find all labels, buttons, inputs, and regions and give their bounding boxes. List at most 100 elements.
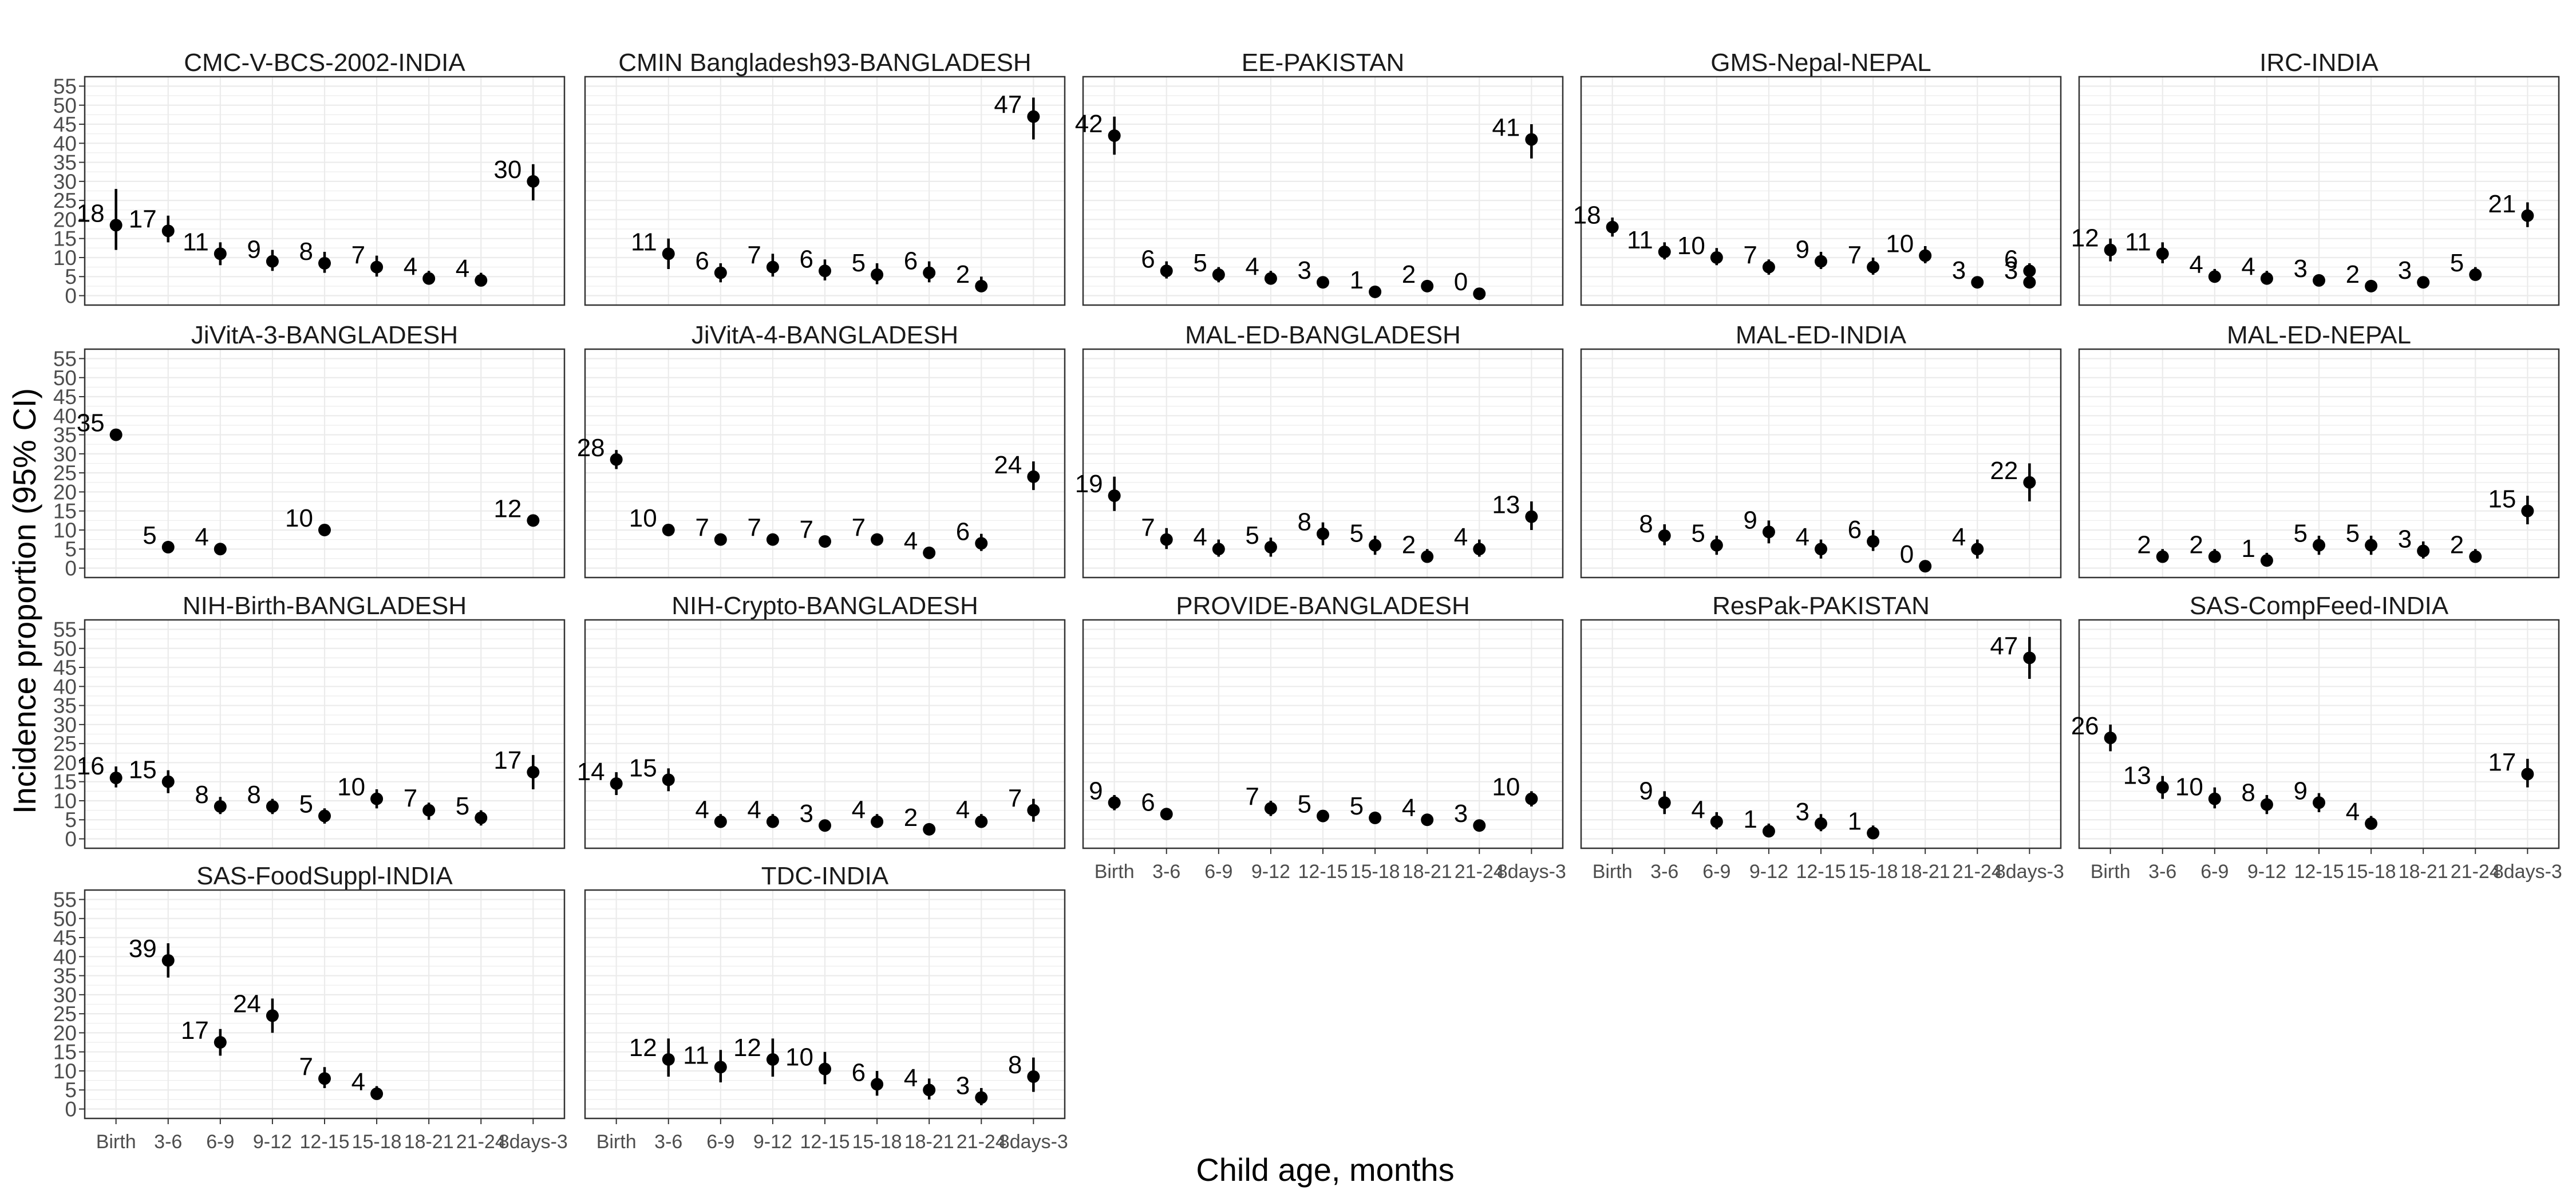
data-label: 3 bbox=[1454, 800, 1468, 828]
y-tick-label: 20 bbox=[53, 208, 77, 231]
data-point bbox=[1160, 533, 1173, 546]
facet-title: PROVIDE-BANGLADESH bbox=[1176, 592, 1469, 620]
facet-title: CMIN Bangladesh93-BANGLADESH bbox=[618, 49, 1031, 77]
data-point bbox=[1473, 543, 1486, 556]
data-point bbox=[1762, 260, 1775, 274]
data-point bbox=[1762, 525, 1775, 539]
facet-title: NIH-Birth-BANGLADESH bbox=[183, 592, 467, 620]
data-point bbox=[2469, 550, 2482, 563]
data-point bbox=[161, 775, 175, 788]
facet-title: MAL-ED-INDIA bbox=[1736, 321, 1907, 349]
y-tick-label: 10 bbox=[53, 519, 77, 542]
data-point bbox=[871, 268, 884, 281]
data-point bbox=[2023, 651, 2036, 665]
data-point bbox=[871, 815, 884, 828]
x-tick-label: 21-24 bbox=[1455, 861, 1504, 883]
x-tick-label: Birth bbox=[96, 1131, 136, 1153]
data-label: 5 bbox=[1350, 520, 1364, 548]
data-label: 4 bbox=[1952, 523, 1966, 551]
data-label: 7 bbox=[695, 514, 709, 542]
panel-border bbox=[2078, 76, 2560, 306]
x-tick-label: 8days-3 bbox=[1497, 861, 1566, 883]
data-label: 24 bbox=[994, 451, 1022, 479]
data-point bbox=[1027, 1070, 1040, 1083]
data-point bbox=[975, 1091, 988, 1104]
data-label: 9 bbox=[1743, 506, 1757, 534]
facet-panel: SAS-CompFeed-INDIA Birth 3-6 6-9 9-12 12-15 15… bbox=[2071, 592, 2562, 883]
data-label: 3 bbox=[1796, 798, 1809, 826]
data-point bbox=[923, 266, 936, 279]
x-tick-label: 3-6 bbox=[654, 1131, 682, 1153]
data-label: 6 bbox=[956, 517, 970, 545]
data-label: 3 bbox=[2294, 255, 2308, 283]
data-label: 4 bbox=[1691, 796, 1705, 824]
y-tick-label: 0 bbox=[65, 828, 77, 851]
data-label: 4 bbox=[904, 527, 918, 555]
y-tick-label: 50 bbox=[53, 907, 77, 931]
data-point bbox=[2023, 276, 2036, 289]
data-label: 15 bbox=[2488, 485, 2516, 513]
data-label: 4 bbox=[2241, 253, 2255, 281]
data-point bbox=[266, 255, 279, 268]
data-label: 22 bbox=[1990, 457, 2018, 485]
facet-title: GMS-Nepal-NEPAL bbox=[1710, 49, 1931, 77]
data-label: 4 bbox=[2346, 798, 2360, 826]
data-label: 8 bbox=[1298, 508, 1311, 536]
data-label: 4 bbox=[904, 1064, 918, 1092]
y-tick-label: 55 bbox=[53, 618, 77, 641]
data-label: 18 bbox=[1573, 201, 1601, 230]
data-label: 7 bbox=[1743, 242, 1757, 270]
facet-title: CMC-V-BCS-2002-INDIA bbox=[184, 49, 465, 77]
data-point bbox=[318, 1072, 331, 1085]
data-point bbox=[422, 272, 436, 285]
data-label: 9 bbox=[247, 236, 260, 264]
data-label: 7 bbox=[747, 242, 761, 270]
data-label: 6 bbox=[2004, 245, 2018, 273]
data-label: 3 bbox=[956, 1072, 970, 1100]
data-label: 10 bbox=[629, 504, 657, 532]
panel-border bbox=[1580, 76, 2062, 306]
data-point bbox=[1815, 255, 1827, 268]
data-label: 4 bbox=[695, 796, 709, 824]
x-tick-label: 3-6 bbox=[2148, 861, 2176, 883]
y-tick-label: 15 bbox=[53, 770, 77, 794]
data-point bbox=[923, 1084, 936, 1097]
x-tick-label: 8days-3 bbox=[499, 1131, 568, 1153]
facet-panel: SAS-FoodSuppl-INDIA 051015202530354045505… bbox=[53, 862, 568, 1153]
data-point bbox=[1421, 813, 1434, 827]
data-label: 2 bbox=[2137, 531, 2151, 559]
facet-panel: CMC-V-BCS-2002-INDIA05101520253035404550… bbox=[53, 49, 566, 308]
data-label: 6 bbox=[1848, 516, 1862, 544]
data-label: 6 bbox=[852, 1058, 866, 1086]
data-point bbox=[714, 533, 727, 546]
y-tick-label: 35 bbox=[53, 694, 77, 718]
data-point bbox=[1867, 260, 1880, 274]
data-point bbox=[214, 800, 227, 813]
panel-border bbox=[584, 348, 1066, 579]
data-point bbox=[662, 523, 675, 536]
data-label: 12 bbox=[2071, 224, 2099, 252]
facet-panel: TDC-INDIA Birth 3-6 6-9 9-12 12-15 15-18 18-21 2… bbox=[584, 862, 1068, 1153]
panel-border bbox=[584, 619, 1066, 849]
y-tick-label: 25 bbox=[53, 189, 77, 212]
facet-title: SAS-CompFeed-INDIA bbox=[2190, 592, 2449, 620]
data-point bbox=[1369, 285, 1382, 298]
data-label: 10 bbox=[285, 504, 313, 532]
data-label: 4 bbox=[351, 1068, 365, 1096]
data-label: 10 bbox=[785, 1043, 813, 1071]
x-tick-label: 3-6 bbox=[1650, 861, 1678, 883]
data-point bbox=[475, 811, 488, 824]
data-point bbox=[1027, 470, 1040, 483]
data-label: 24 bbox=[233, 990, 261, 1018]
data-point bbox=[527, 514, 540, 527]
data-label: 8 bbox=[195, 781, 208, 809]
data-point bbox=[2260, 272, 2273, 285]
data-point bbox=[2365, 539, 2378, 552]
facet-panel: PROVIDE-BANGLADESH Birth 3-6 6-9 9-12 12-15 15… bbox=[1082, 592, 1566, 883]
data-point bbox=[1658, 796, 1671, 809]
data-point bbox=[2156, 247, 2169, 260]
data-label: 6 bbox=[1141, 245, 1155, 273]
data-point bbox=[766, 1053, 779, 1066]
data-point bbox=[1027, 804, 1040, 817]
x-tick-label: 8days-3 bbox=[1995, 861, 2064, 883]
